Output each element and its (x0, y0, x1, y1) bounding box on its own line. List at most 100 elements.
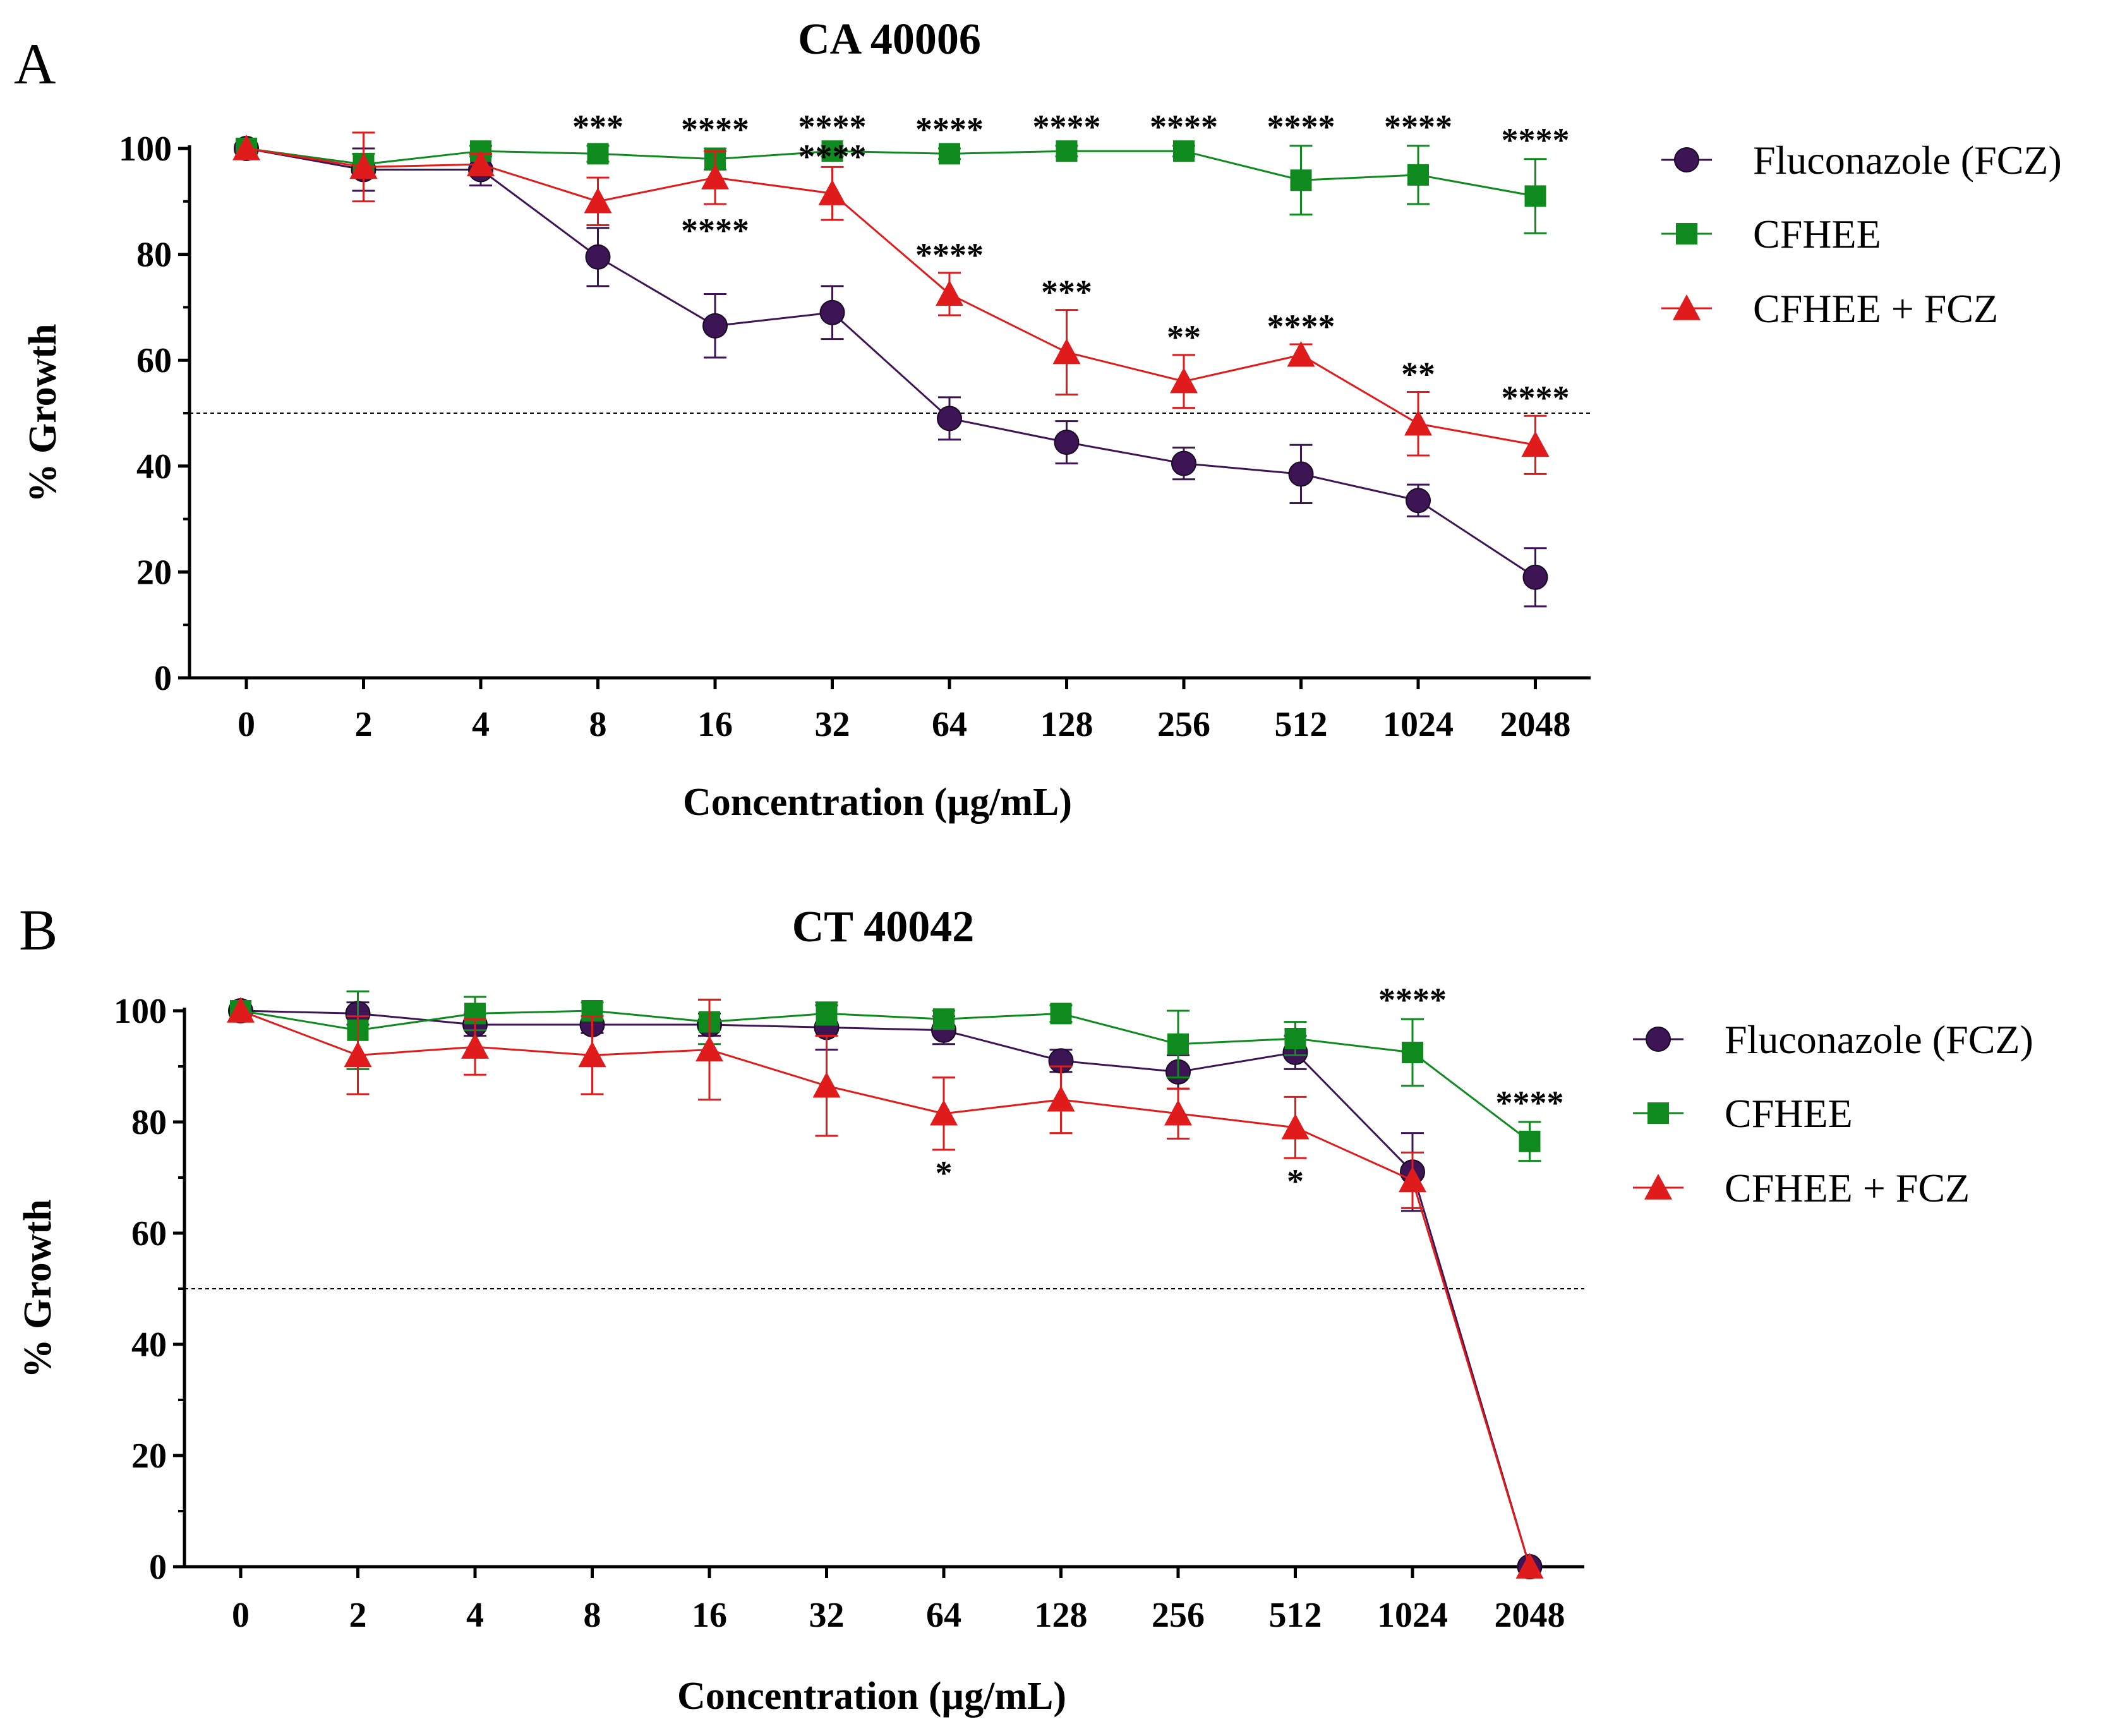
data-point (936, 280, 963, 306)
x-tick-label: 2048 (1500, 705, 1571, 744)
data-point (702, 313, 728, 339)
data-point (930, 1099, 958, 1126)
data-point (1047, 1085, 1075, 1112)
data-point (939, 143, 960, 165)
series-1 (230, 990, 1541, 1162)
legend-label: Fluconazole (FCZ) (1753, 138, 2062, 183)
x-tick-label: 32 (815, 705, 850, 744)
legend-marker (1676, 223, 1697, 244)
x-tick-label: 2048 (1495, 1596, 1565, 1635)
significance-marker: * (936, 1154, 953, 1192)
x-tick-label: 1024 (1377, 1596, 1448, 1635)
significance-marker: ** (1167, 318, 1201, 356)
significance-marker: *** (572, 108, 623, 146)
panel-letter: A (14, 32, 56, 96)
x-tick-label: 64 (926, 1596, 961, 1635)
series-line (246, 147, 1536, 446)
x-tick-label: 8 (584, 1596, 601, 1635)
significance-marker: **** (1033, 108, 1101, 146)
significance-marker: ** (1401, 355, 1435, 393)
data-point (1399, 1166, 1426, 1193)
x-tick-label: 4 (472, 705, 490, 744)
series-line (240, 1010, 1531, 1567)
data-point (585, 244, 611, 270)
x-tick-label: 0 (232, 1596, 250, 1635)
data-point (1288, 461, 1314, 487)
x-tick-label: 1024 (1383, 705, 1454, 744)
data-point (1402, 1042, 1423, 1063)
data-point (1281, 1113, 1310, 1140)
data-point (818, 179, 846, 205)
series-line (240, 1010, 1531, 1142)
significance-marker: **** (798, 108, 867, 146)
data-point (1284, 1028, 1306, 1049)
data-point (701, 164, 729, 190)
significance-marker: **** (1502, 121, 1570, 159)
data-point (1519, 1130, 1541, 1152)
data-point (1056, 140, 1078, 162)
x-tick-label: 16 (692, 1596, 727, 1635)
significance-marker: **** (1267, 308, 1335, 346)
data-point (1052, 338, 1081, 365)
x-tick-label: 32 (809, 1596, 845, 1635)
significance-marker: **** (915, 111, 984, 148)
data-point (933, 1008, 955, 1030)
y-tick-label: 100 (119, 130, 172, 169)
data-point (1173, 140, 1195, 162)
legend-marker (1646, 1027, 1671, 1052)
data-point (232, 135, 260, 160)
y-tick-label: 80 (131, 1103, 167, 1142)
legend-label: Fluconazole (FCZ) (1725, 1017, 2033, 1062)
x-tick-label: 256 (1157, 705, 1210, 744)
significance-marker: **** (681, 111, 749, 148)
x-tick-label: 512 (1275, 705, 1328, 744)
chart-title: CT 40042 (792, 903, 974, 951)
significance-marker: **** (915, 236, 984, 274)
y-tick-label: 20 (136, 553, 172, 592)
y-tick-label: 100 (114, 992, 167, 1031)
legend-marker (1647, 1102, 1669, 1124)
data-point (584, 187, 612, 214)
data-point (1170, 367, 1198, 394)
data-point (696, 1035, 723, 1062)
data-point (587, 143, 609, 165)
legend-label: CFHEE + FCZ (1753, 286, 1998, 331)
panel-a: A CA 40006 0 20 40 60 80 100 0 2 4 8 16 32 64 128 256 512… (14, 15, 2062, 824)
data-point (821, 140, 843, 162)
y-axis-label: % Growth (16, 1199, 59, 1378)
data-point (1290, 169, 1312, 191)
series-0 (234, 136, 1548, 608)
legend-marker (1674, 147, 1699, 172)
y-tick-label: 0 (149, 1548, 167, 1587)
significance-marker: **** (681, 212, 749, 250)
y-tick-label: 60 (131, 1214, 167, 1253)
panel-letter: B (19, 898, 57, 962)
data-point (1524, 185, 1546, 207)
data-point (816, 1003, 838, 1025)
significance-marker: **** (1502, 379, 1570, 417)
x-tick-label: 2 (349, 1596, 367, 1635)
x-tick-label: 2 (355, 705, 373, 744)
significance-marker: **** (1378, 981, 1447, 1019)
x-tick-label: 128 (1040, 705, 1093, 744)
data-point (1522, 564, 1548, 590)
series-0 (228, 998, 1543, 1579)
x-tick-label: 0 (238, 705, 255, 744)
legend-label: CFHEE (1725, 1091, 1853, 1136)
data-point (1406, 488, 1431, 514)
significance-marker: *** (1041, 274, 1092, 311)
x-tick-label: 4 (466, 1596, 484, 1635)
legend-label: CFHEE (1753, 212, 1881, 256)
data-point (1050, 1003, 1072, 1025)
significance-marker: **** (1150, 108, 1218, 146)
data-point (349, 153, 378, 179)
series-line (240, 1010, 1531, 1567)
data-point (461, 1033, 489, 1059)
y-tick-label: 40 (136, 447, 172, 486)
legend-label: CFHEE + FCZ (1725, 1166, 1970, 1210)
x-tick-label: 8 (589, 705, 607, 744)
x-tick-label: 256 (1152, 1596, 1205, 1635)
data-point (1521, 431, 1550, 457)
y-tick-label: 80 (136, 236, 172, 275)
